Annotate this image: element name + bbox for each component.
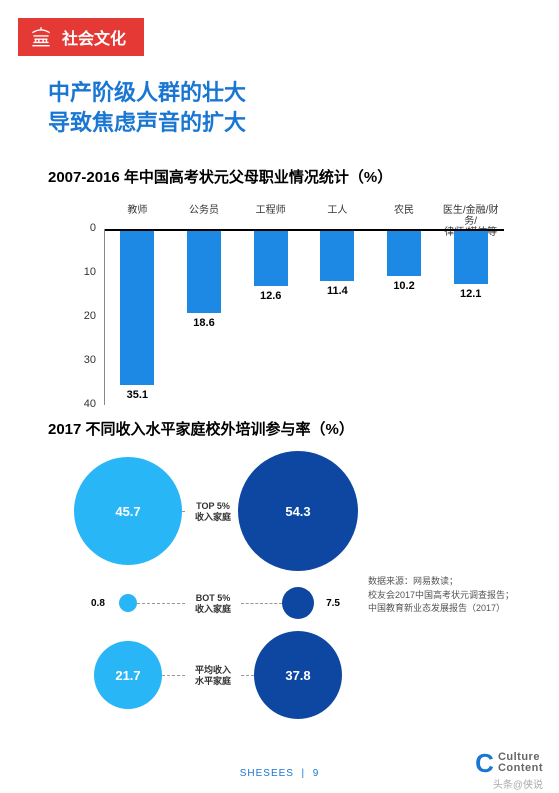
- bubble-left: 0.8: [119, 594, 137, 612]
- connector-line: [162, 675, 185, 676]
- chart2-title: 2017 不同收入水平家庭校外培训参与率（%）: [48, 418, 518, 439]
- chart1-bar-value: 11.4: [327, 285, 348, 297]
- bubble-right: 54.3: [238, 451, 358, 571]
- chart1-bar: [187, 231, 221, 313]
- chart1-bar-value: 35.1: [127, 389, 148, 401]
- chart1-ytick: 40: [68, 398, 96, 410]
- chart1-bar-column: 18.6: [171, 231, 238, 401]
- chart1-bar-value: 10.2: [393, 280, 414, 292]
- bubble-row-label: BOT 5%收入家庭: [185, 593, 241, 615]
- bubble-right: 7.5: [282, 587, 314, 619]
- connector-line: [241, 675, 254, 676]
- chart1-bar-column: 11.4: [304, 231, 371, 401]
- chart1-bar: [454, 231, 488, 284]
- chart1-bar-column: 10.2: [371, 231, 438, 401]
- chart1-bar-column: 35.1: [104, 231, 171, 401]
- category-label: 社会文化: [62, 25, 126, 49]
- chart1-bar: [320, 231, 354, 281]
- brand-logo: C Culture Content: [475, 752, 543, 775]
- chart1-bar: [120, 231, 154, 385]
- category-badge: 社会文化: [18, 18, 144, 56]
- chart1-title: 2007-2016 年中国高考状元父母职业情况统计（%）: [48, 166, 518, 187]
- chart1-bar-value: 12.6: [260, 290, 281, 302]
- logo-text: Culture Content: [498, 752, 543, 775]
- chart1-bar: [254, 231, 288, 286]
- bubble-row-label: TOP 5%收入家庭: [185, 501, 241, 523]
- logo-mark: C: [475, 753, 494, 774]
- watermark: 头条@侠说: [493, 776, 543, 791]
- chart1-ytick: 30: [68, 354, 96, 366]
- connector-line: [182, 511, 185, 512]
- chart1-bar-value: 18.6: [193, 317, 214, 329]
- chart1-bar-column: 12.6: [237, 231, 304, 401]
- bubble-left: 45.7: [74, 457, 182, 565]
- data-source: 数据来源：网易数读； 校友会2017中国高考状元调查报告； 中国教育新业态发展报…: [368, 575, 514, 616]
- page-title: 中产阶级人群的壮大 导致焦虑声音的扩大: [48, 78, 246, 137]
- connector-line: [137, 603, 185, 604]
- chart1-bar-column: 12.1: [437, 231, 504, 401]
- chart1-section: 2007-2016 年中国高考状元父母职业情况统计（%） 教师公务员工程师工人农…: [48, 166, 518, 405]
- chart1-ytick: 20: [68, 310, 96, 322]
- chart1-bar-value: 12.1: [460, 288, 481, 300]
- title-line2: 导致焦虑声音的扩大: [48, 108, 246, 138]
- bubble-right: 37.8: [254, 631, 342, 719]
- temple-icon: [28, 24, 54, 50]
- chart1-plot: 教师公务员工程师工人农民医生/金融/财务/律师/媒体等 010203040 35…: [68, 205, 508, 405]
- connector-line: [241, 603, 282, 604]
- bubble-left: 21.7: [94, 641, 162, 709]
- title-line1: 中产阶级人群的壮大: [48, 78, 246, 108]
- chart1-ytick: 0: [68, 222, 96, 234]
- chart1-ytick: 10: [68, 266, 96, 278]
- chart1-bar: [387, 231, 421, 276]
- bubble-row-label: 平均收入水平家庭: [185, 665, 241, 687]
